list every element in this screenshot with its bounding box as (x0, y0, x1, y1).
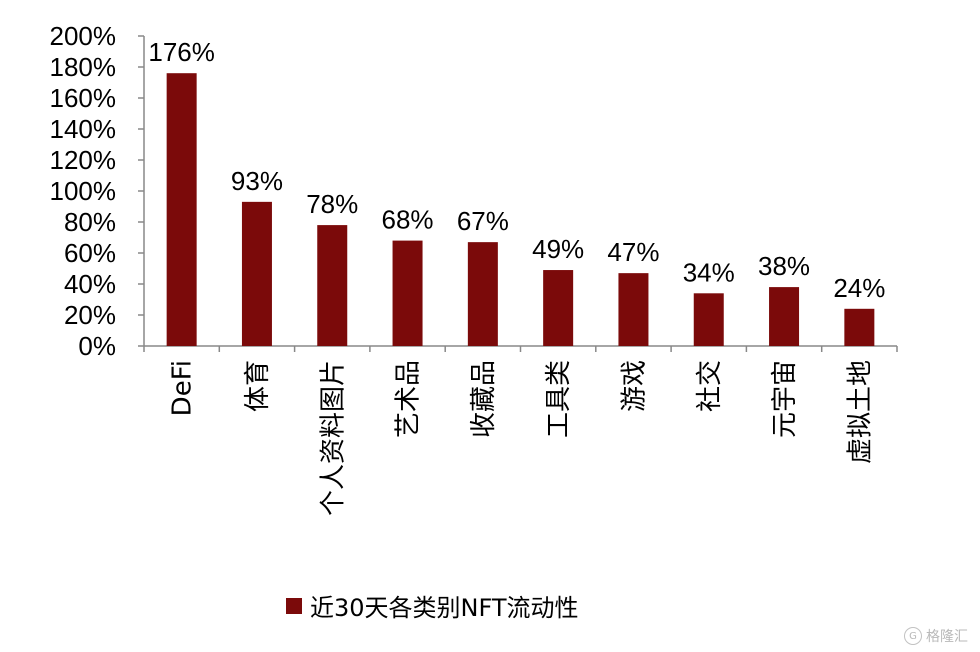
y-tick-label: 120% (50, 145, 117, 175)
y-tick-label: 80% (64, 207, 116, 237)
legend-label: 近30天各类别NFT流动性 (310, 594, 579, 622)
category-label: 艺术品 (394, 360, 424, 438)
data-label: 38% (758, 251, 810, 281)
bar (317, 225, 348, 346)
bar (467, 242, 498, 346)
category-label: 社交 (695, 360, 725, 412)
bar (543, 270, 574, 346)
category-label: 体育 (243, 360, 273, 412)
data-label: 34% (683, 257, 735, 287)
data-label: 24% (833, 273, 885, 303)
data-label: 78% (306, 189, 358, 219)
category-label: 工具类 (544, 360, 574, 438)
y-tick-label: 0% (78, 331, 116, 361)
y-tick-label: 160% (50, 83, 117, 113)
y-tick-label: 200% (50, 21, 117, 51)
bar (618, 273, 649, 346)
y-tick-label: 100% (50, 176, 117, 206)
data-label: 176% (148, 37, 215, 67)
bar (241, 201, 272, 346)
bar (844, 308, 875, 346)
category-label: 收藏品 (469, 360, 499, 438)
bar (166, 73, 197, 346)
y-tick-label: 140% (50, 114, 117, 144)
y-tick-label: 60% (64, 238, 116, 268)
data-label: 67% (457, 206, 509, 236)
bar (769, 287, 800, 346)
y-tick-label: 180% (50, 52, 117, 82)
bar (693, 293, 724, 346)
g-circle-icon: G (904, 627, 922, 645)
data-label: 93% (231, 166, 283, 196)
bar (392, 240, 423, 346)
watermark-text: 格隆汇 (926, 629, 968, 645)
x-axis (143, 345, 898, 352)
data-label: 68% (382, 205, 434, 235)
legend: 近30天各类别NFT流动性 (286, 588, 579, 623)
y-tick-label: 20% (64, 300, 116, 330)
data-label: 47% (607, 237, 659, 267)
bars (166, 73, 875, 346)
y-tick-label: 40% (64, 269, 116, 299)
y-axis: 0%20%40%60%80%100%120%140%160%180%200% (50, 21, 145, 361)
data-labels: 176% 93% 78% 68% 67% 49% 47% 34% 38% 24% (148, 37, 885, 303)
data-label: 49% (532, 234, 584, 264)
category-label: 游戏 (619, 360, 649, 412)
category-label: 个人资料图片 (318, 360, 348, 516)
watermark: G 格隆汇 (904, 626, 968, 646)
category-label: DeFi (168, 360, 198, 416)
category-label: 虚拟土地 (845, 360, 875, 464)
category-labels: DeFi 体育 个人资料图片 艺术品 收藏品 工具类 游戏 社交 元宇宙 虚拟土地 (168, 360, 876, 516)
legend-swatch (286, 597, 302, 614)
category-label: 元宇宙 (770, 360, 800, 438)
